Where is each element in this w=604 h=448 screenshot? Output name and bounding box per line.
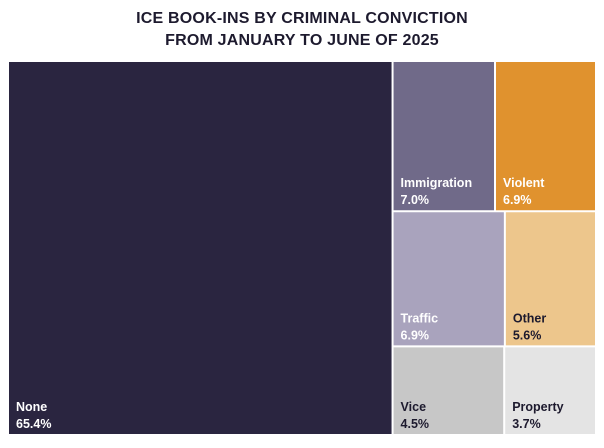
tile-name-violent: Violent: [503, 176, 545, 190]
tile-immigration: Immigration 7.0%: [393, 62, 495, 211]
tile-rect-property: [505, 347, 595, 434]
tile-none: None 65.4%: [9, 62, 392, 434]
tile-name-immigration: Immigration: [401, 176, 473, 190]
tile-value-none: 65.4%: [16, 417, 51, 431]
tile-rect-vice: [393, 347, 504, 434]
tile-value-property: 3.7%: [512, 417, 541, 431]
tile-name-none: None: [16, 400, 47, 414]
tile-traffic: Traffic 6.9%: [393, 212, 504, 346]
tile-vice: Vice 4.5%: [393, 347, 504, 434]
tile-rect-immigration: [393, 62, 495, 211]
tile-name-vice: Vice: [401, 400, 427, 414]
tile-name-traffic: Traffic: [401, 311, 439, 325]
tile-value-immigration: 7.0%: [401, 193, 430, 207]
tile-value-violent: 6.9%: [503, 193, 532, 207]
tile-other: Other 5.6%: [505, 212, 595, 346]
tile-rect-violent: [496, 62, 595, 211]
tile-value-vice: 4.5%: [401, 417, 430, 431]
chart-title-line-1: ICE BOOK-INS BY CRIMINAL CONVICTION: [136, 10, 468, 27]
tile-value-traffic: 6.9%: [401, 328, 430, 342]
chart-title: ICE BOOK-INS BY CRIMINAL CONVICTION FROM…: [0, 8, 604, 52]
tile-violent: Violent 6.9%: [496, 62, 595, 211]
tile-value-other: 5.6%: [513, 328, 542, 342]
tile-name-other: Other: [513, 311, 546, 325]
tile-name-property: Property: [512, 400, 563, 414]
tile-rect-none: [9, 62, 392, 434]
tile-property: Property 3.7%: [505, 347, 595, 434]
tile-rect-traffic: [393, 212, 504, 346]
tile-rect-other: [505, 212, 595, 346]
chart-title-line-2: FROM JANUARY TO JUNE OF 2025: [165, 32, 439, 49]
